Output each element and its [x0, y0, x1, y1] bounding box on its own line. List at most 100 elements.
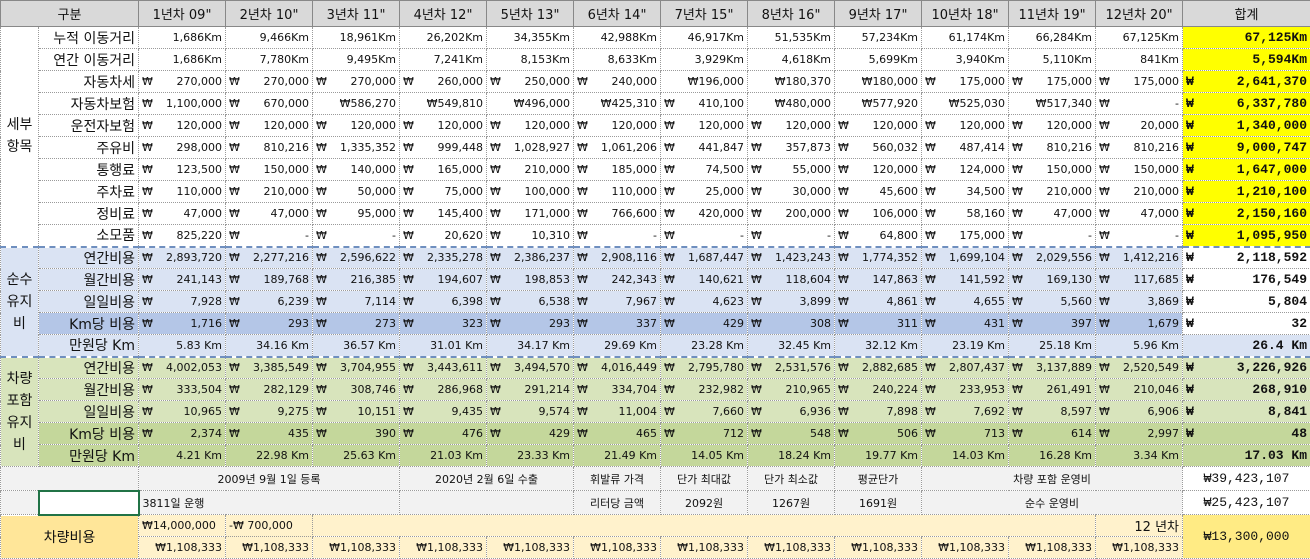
- cell: ₩198,853: [487, 269, 574, 291]
- monthly-cost: ₩1,108,333: [155, 541, 222, 554]
- cell: ₩323: [400, 313, 487, 335]
- cell-value: ₩577,920: [862, 97, 918, 110]
- cell-value: 67,125Km: [1123, 31, 1179, 44]
- cell: ₩548: [748, 423, 835, 445]
- cell-value: 26,202Km: [427, 31, 483, 44]
- cell-value: 210,000: [525, 163, 571, 176]
- cell-value: 120,000: [612, 119, 658, 132]
- cell: ₩120,000: [400, 115, 487, 137]
- currency-symbol: ₩: [751, 163, 762, 176]
- cell-value: 268,910: [1252, 382, 1307, 397]
- cell-value: 8,633Km: [608, 53, 657, 66]
- currency-symbol: ₩: [1186, 316, 1194, 331]
- currency-symbol: ₩: [577, 229, 588, 242]
- money-box: ₩-: [577, 229, 657, 242]
- monthly-cost: ₩1,108,333: [1112, 541, 1179, 554]
- cell: ₩334,704: [574, 379, 661, 401]
- currency-symbol: ₩: [664, 141, 675, 154]
- cell: ₩140,000: [313, 159, 400, 181]
- cell-value: 45,600: [880, 185, 919, 198]
- money-box: ₩6,538: [490, 295, 570, 308]
- cell: ₩2,893,720: [139, 247, 226, 269]
- cell-value: -: [1088, 229, 1092, 242]
- cell-value: 1,210,100: [1237, 184, 1307, 199]
- cell: ₩1,335,352: [313, 137, 400, 159]
- money-box: ₩4,002,053: [142, 361, 222, 374]
- cell: ₩194,607: [400, 269, 487, 291]
- cell: ₩810,216: [1009, 137, 1096, 159]
- cell-value: 120,000: [351, 119, 397, 132]
- row-label-cell: Km당 비용: [39, 313, 139, 335]
- cell-value: 670,000: [264, 97, 310, 110]
- money-box: ₩1,679: [1099, 317, 1179, 330]
- selected-cell[interactable]: [39, 491, 139, 515]
- cell: ₩210,000: [1096, 181, 1183, 203]
- cell: 34.17 Km: [487, 335, 574, 357]
- currency-symbol: ₩: [1099, 119, 1110, 132]
- currency-symbol: ₩: [490, 405, 501, 418]
- cell: ₩1,108,333: [748, 537, 835, 559]
- currency-symbol: ₩: [142, 75, 153, 88]
- cell-value: 766,600: [612, 207, 658, 220]
- money-box: ₩55,000: [751, 163, 831, 176]
- cell: ₩-: [1096, 93, 1183, 115]
- money-box: ₩110,000: [142, 185, 222, 198]
- currency-symbol: ₩: [751, 251, 762, 264]
- money-box: ₩9,435: [403, 405, 483, 418]
- cell: ₩586,270: [313, 93, 400, 115]
- money-box: ₩3,494,570: [490, 361, 570, 374]
- cell-value: 176,549: [1252, 272, 1307, 287]
- info-text: 3811일 운행: [143, 497, 205, 510]
- currency-symbol: ₩: [142, 251, 153, 264]
- cell-value: 1,340,000: [1237, 118, 1307, 133]
- cell-value: 810,216: [1134, 141, 1180, 154]
- cell: 67,125Km: [1183, 27, 1310, 49]
- cell-value: 1,687,447: [688, 251, 744, 264]
- cell-value: 560,032: [873, 141, 919, 154]
- currency-symbol: ₩: [490, 163, 501, 176]
- cell-value: 210,000: [264, 185, 310, 198]
- currency-symbol: ₩: [229, 163, 240, 176]
- money-box: ₩2,893,720: [142, 251, 222, 264]
- cell: ₩210,000: [1009, 181, 1096, 203]
- cell: 9,466Km: [226, 27, 313, 49]
- cell-value: 171,000: [525, 207, 571, 220]
- money-box: ₩120,000: [316, 119, 396, 132]
- cell-value: 47,000: [271, 207, 310, 220]
- cell-value: 2,531,576: [775, 361, 831, 374]
- money-box: ₩150,000: [229, 163, 309, 176]
- currency-symbol: ₩: [142, 97, 153, 110]
- currency-symbol: ₩: [577, 383, 588, 396]
- header-cell: 11년차 19": [1009, 1, 1096, 27]
- cell-value: 21.03 Km: [430, 449, 483, 462]
- money-box: ₩1,412,216: [1099, 251, 1179, 264]
- cell: ₩10,151: [313, 401, 400, 423]
- cell: 67,125Km: [1096, 27, 1183, 49]
- money-box: ₩1,095,950: [1186, 228, 1307, 243]
- cell: ₩282,129: [226, 379, 313, 401]
- cell: 1691원: [835, 491, 922, 515]
- cell-value: 3,443,611: [427, 361, 483, 374]
- cell: ₩34,500: [922, 181, 1009, 203]
- cell-value: 2,908,116: [601, 251, 657, 264]
- cell-value: 431: [984, 317, 1005, 330]
- cell-value: 23.33 Km: [517, 449, 570, 462]
- currency-symbol: ₩: [490, 185, 501, 198]
- cell: 36.57 Km: [313, 335, 400, 357]
- cell: ₩242,343: [574, 269, 661, 291]
- money-box: ₩2,386,237: [490, 251, 570, 264]
- cell-value: 23.28 Km: [691, 339, 744, 352]
- cell-value: 17.03 Km: [1245, 448, 1307, 463]
- currency-symbol: ₩: [490, 383, 501, 396]
- cell: 22.98 Km: [226, 445, 313, 467]
- cell-value: 120,000: [177, 119, 223, 132]
- cell-value: 323: [462, 317, 483, 330]
- cell: ₩2,374: [139, 423, 226, 445]
- currency-symbol: ₩: [403, 75, 414, 88]
- cell: 34,355Km: [487, 27, 574, 49]
- money-box: ₩3,443,611: [403, 361, 483, 374]
- currency-symbol: ₩: [664, 207, 675, 220]
